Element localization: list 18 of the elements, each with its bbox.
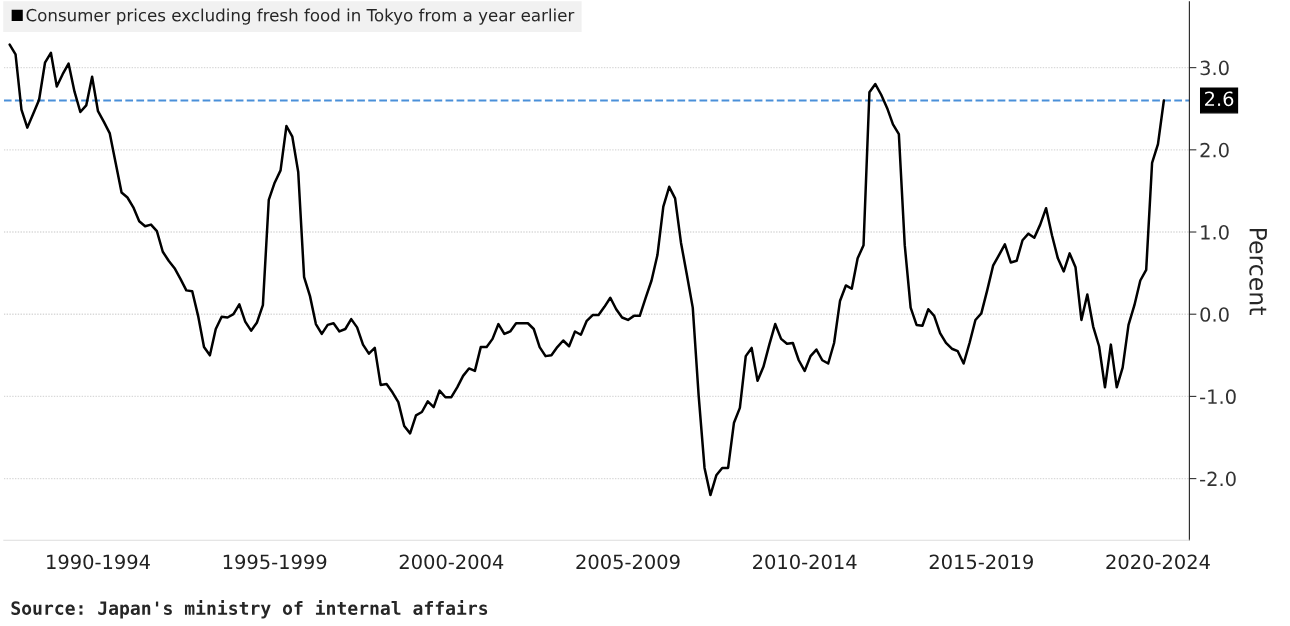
line-series — [8, 43, 1166, 497]
legend-label: Consumer prices excluding fresh food in Tokyo from a year earlier — [26, 8, 575, 25]
source-note: Source: Japan's ministry of internal affairs — [11, 600, 488, 619]
x-tick-label: 2020-2024 — [1106, 554, 1210, 570]
y-axis-title: Percent — [1249, 228, 1267, 315]
x-tick-label: 2010-2014 — [753, 554, 857, 570]
x-tick-label: 2000-2004 — [399, 554, 504, 570]
y-tick-label: 0.0 — [1200, 307, 1229, 322]
x-tick-label: 1990-1994 — [47, 554, 150, 570]
y-tick-label: 2.0 — [1200, 142, 1229, 158]
x-tick-label: 2015-2019 — [929, 554, 1033, 570]
y-tick-label: 3.0 — [1200, 60, 1229, 76]
y-tick-label: -2.0 — [1200, 471, 1236, 487]
x-tick-label: 1995-1999 — [223, 554, 327, 570]
ref-line-label: 2.6 — [1205, 91, 1234, 107]
y-tick-label: -1.0 — [1200, 389, 1236, 405]
y-tick-label: 1.0 — [1201, 224, 1229, 240]
x-tick-label: 2005-2009 — [576, 554, 680, 570]
